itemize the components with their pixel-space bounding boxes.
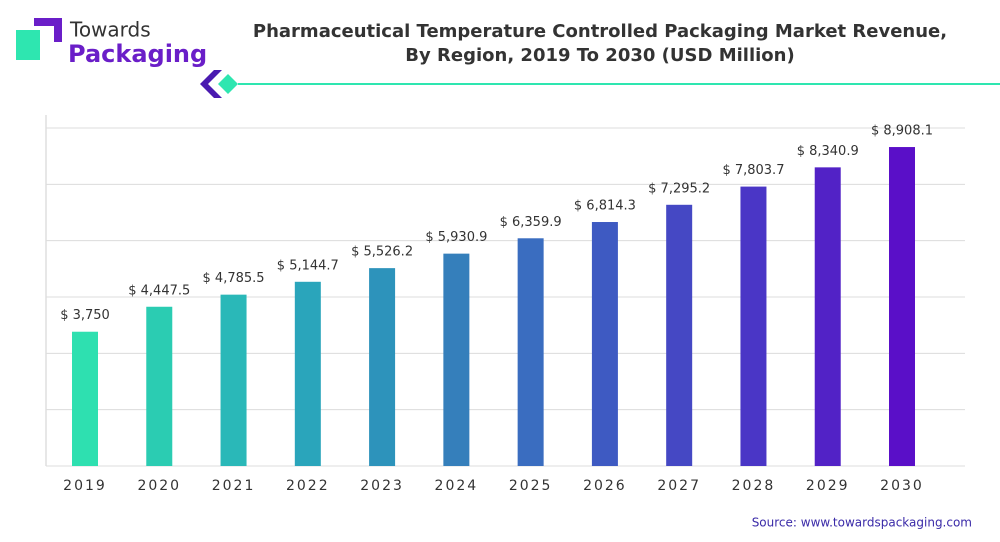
data-label: $ 3,750 xyxy=(60,308,110,323)
x-tick-label: 2028 xyxy=(732,478,776,494)
data-label: $ 8,908.1 xyxy=(871,124,933,139)
x-tick-label: 2029 xyxy=(806,478,850,494)
data-label: $ 8,340.9 xyxy=(797,144,859,159)
data-label: $ 6,359.9 xyxy=(500,215,562,230)
bar xyxy=(814,167,841,466)
x-tick-label: 2019 xyxy=(63,478,107,494)
chart-title: Pharmaceutical Temperature Controlled Pa… xyxy=(253,21,947,42)
bar xyxy=(146,306,173,466)
data-label: $ 4,785.5 xyxy=(203,271,265,286)
bar xyxy=(443,253,470,466)
bar xyxy=(740,186,767,466)
x-tick-label: 2025 xyxy=(509,478,553,494)
bar xyxy=(591,222,618,466)
logo-mark xyxy=(34,18,62,42)
data-label: $ 7,295.2 xyxy=(648,181,710,196)
source: Source: www.towardspackaging.com xyxy=(752,516,972,530)
x-tick-label: 2027 xyxy=(657,478,701,494)
bar xyxy=(72,331,98,466)
bar xyxy=(294,281,321,466)
x-tick-label: 2024 xyxy=(435,478,479,494)
decor xyxy=(218,74,238,94)
data-label: $ 5,930.9 xyxy=(425,230,487,245)
x-tick-label: 2021 xyxy=(212,478,256,494)
data-label: $ 4,447.5 xyxy=(128,283,190,298)
x-tick-label: 2030 xyxy=(880,478,924,494)
x-tick-label: 2026 xyxy=(583,478,627,494)
logo-text: Towards xyxy=(69,18,151,42)
x-tick-label: 2020 xyxy=(137,478,181,494)
bar xyxy=(517,238,544,466)
bar xyxy=(220,294,247,466)
data-label: $ 7,803.7 xyxy=(722,163,784,178)
bar xyxy=(369,268,396,466)
data-label: $ 6,814.3 xyxy=(574,199,636,214)
x-tick-label: 2023 xyxy=(360,478,404,494)
data-label: $ 5,144.7 xyxy=(277,258,339,273)
x-tick-label: 2022 xyxy=(286,478,330,494)
logo-text: Packaging xyxy=(68,40,207,68)
logo-mark xyxy=(16,30,40,60)
chart-title: By Region, 2019 To 2030 (USD Million) xyxy=(405,45,794,66)
logo: Towards Packaging xyxy=(16,18,207,68)
bar xyxy=(889,147,915,466)
data-label: $ 5,526.2 xyxy=(351,245,413,260)
decor xyxy=(200,70,222,98)
bar xyxy=(666,204,693,466)
